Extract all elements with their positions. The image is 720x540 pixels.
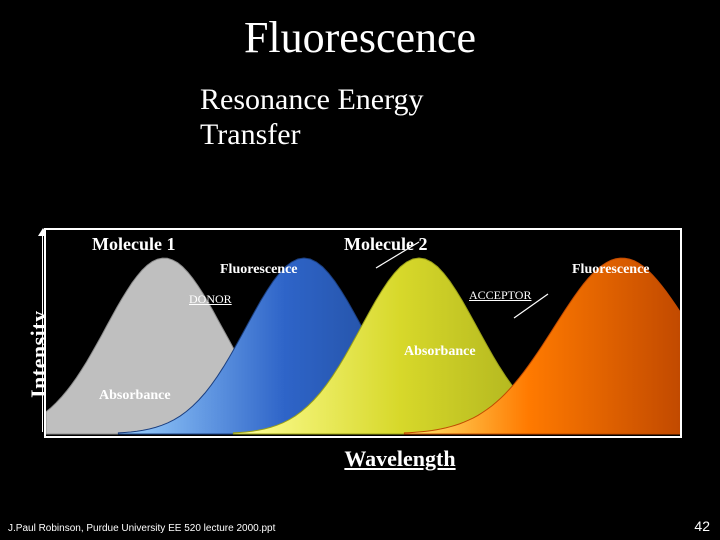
subtitle-line1: Resonance Energy bbox=[200, 83, 424, 116]
label-absorbance-right: Absorbance bbox=[404, 344, 476, 360]
page-number: 42 bbox=[694, 518, 710, 534]
label-molecule-1: Molecule 1 bbox=[92, 234, 175, 255]
subtitle: Resonance Energy Transfer bbox=[0, 83, 720, 152]
subtitle-line2: Transfer bbox=[200, 118, 301, 151]
label-fluorescence-left: Fluorescence bbox=[220, 262, 298, 278]
label-donor: DONOR bbox=[189, 292, 232, 307]
footer-citation: J.Paul Robinson, Purdue University EE 52… bbox=[8, 523, 275, 534]
label-fluorescence-right: Fluorescence bbox=[572, 262, 650, 278]
xaxis-area: Wavelength bbox=[60, 442, 680, 472]
label-acceptor: ACCEPTOR bbox=[469, 288, 531, 303]
label-absorbance-left: Absorbance bbox=[99, 388, 171, 404]
page-title: Fluorescence bbox=[0, 0, 720, 63]
xaxis-label: Wavelength bbox=[60, 446, 680, 472]
spectra-chart: Molecule 1 Molecule 2 Fluorescence Fluor… bbox=[44, 228, 682, 438]
label-molecule-2: Molecule 2 bbox=[344, 234, 427, 255]
slide: Fluorescence Resonance Energy Transfer I… bbox=[0, 0, 720, 540]
spectra-svg bbox=[44, 228, 682, 438]
